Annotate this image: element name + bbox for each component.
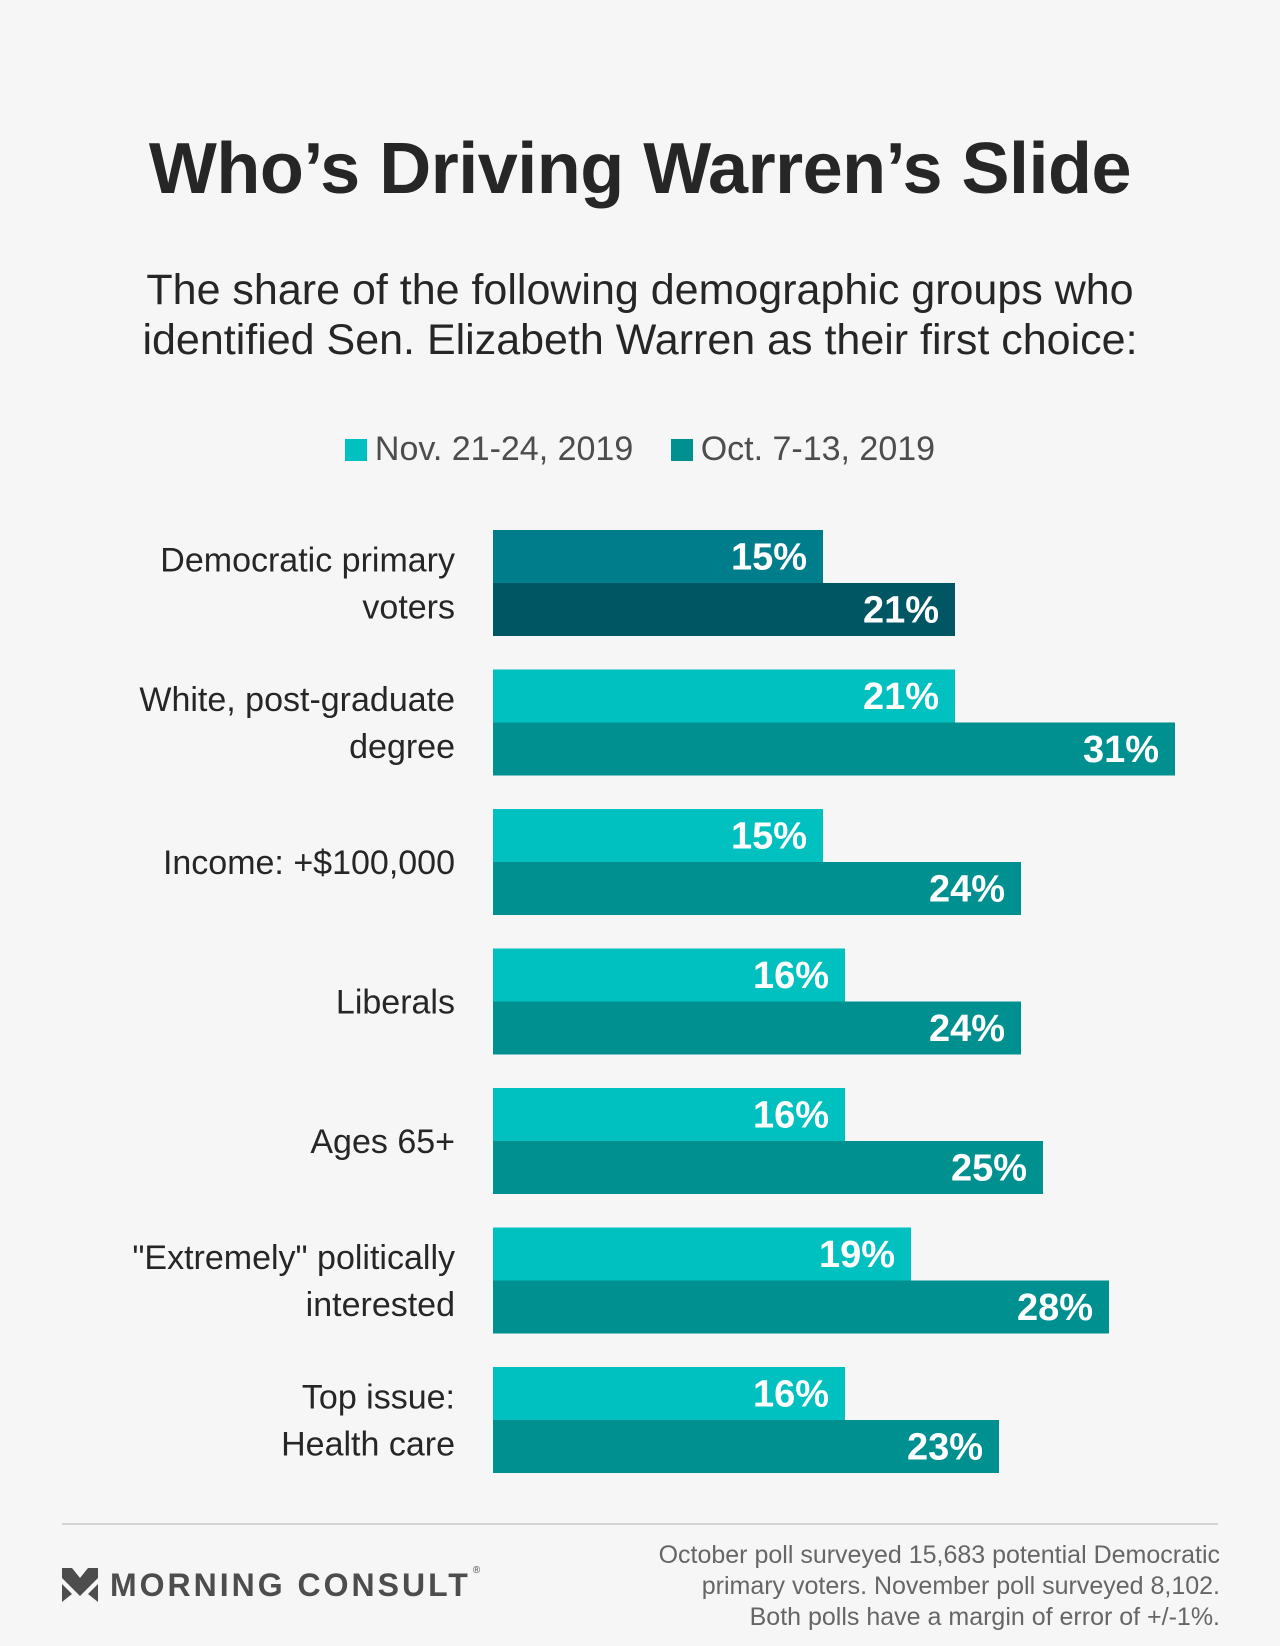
legend-item-nov: Nov. 21-24, 2019 [344,430,634,469]
bar-nov [493,948,845,1002]
bar-value-label: 16% [753,1095,829,1137]
bar-value-label: 21% [863,676,939,718]
bar-oct [493,862,1021,915]
chart-title: Who’s Driving Warren’s Slide [148,129,1132,209]
category-label: degree [349,728,455,766]
category-label: Health care [281,1426,455,1464]
legend-swatch-oct [670,439,693,461]
bar-value-label: 31% [1083,729,1159,771]
bar-value-label: 24% [929,869,1005,911]
category-label: Democratic primary [160,542,455,580]
bar-nov [493,669,955,723]
footnote-line: October poll surveyed 15,683 potential D… [658,1541,1220,1569]
bar-oct [493,1420,999,1473]
chart-subtitle: The share of the following demographic g… [142,266,1138,364]
bar-nov [493,1227,911,1281]
brand: MORNING CONSULT ® [62,1565,480,1605]
bar-oct [493,1001,1021,1055]
bar-oct [493,722,1175,776]
bar-value-label: 15% [731,537,807,579]
bar-value-label: 23% [907,1427,983,1469]
bar-nov [493,1367,845,1420]
morning-consult-logo-icon [62,1568,98,1602]
legend: Nov. 21-24, 2019 Oct. 7-13, 2019 [0,430,1280,469]
legend-swatch-nov [344,439,367,461]
bar-value-label: 25% [951,1148,1027,1190]
category-label: voters [362,589,455,627]
category-label: Liberals [336,984,455,1022]
bar-value-label: 24% [929,1008,1005,1050]
bar-value-label: 28% [1017,1287,1093,1329]
category-label: Ages 65+ [310,1123,455,1161]
bar-nov [493,530,823,583]
bar-oct [493,1141,1043,1194]
bar-nov [493,809,823,862]
bar-value-label: 15% [731,816,807,858]
category-label: Top issue: [302,1379,455,1417]
footnote-line: Both polls have a margin of error of +/-… [749,1603,1220,1631]
brand-name: MORNING CONSULT [110,1566,471,1603]
legend-label-nov: Nov. 21-24, 2019 [374,430,634,468]
bar-oct [493,583,955,636]
legend-item-oct: Oct. 7-13, 2019 [670,430,936,469]
bar-value-label: 16% [753,1374,829,1416]
footnote: October poll surveyed 15,683 potential D… [600,1540,1220,1633]
footnote-line: primary voters. November poll surveyed 8… [701,1572,1220,1600]
bar-nov [493,1088,845,1141]
bar-oct [493,1280,1109,1334]
bar-value-label: 19% [819,1234,895,1276]
bar-value-label: 16% [753,955,829,997]
category-label: "Extremely" politically [132,1239,455,1277]
category-label: interested [306,1286,455,1324]
category-label: White, post-graduate [139,681,455,719]
footer-divider [62,1523,1218,1525]
legend-label-oct: Oct. 7-13, 2019 [700,430,936,468]
bar-value-label: 21% [863,590,939,632]
brand-registered-mark: ® [472,1565,481,1576]
category-label: Income: +$100,000 [163,844,455,882]
